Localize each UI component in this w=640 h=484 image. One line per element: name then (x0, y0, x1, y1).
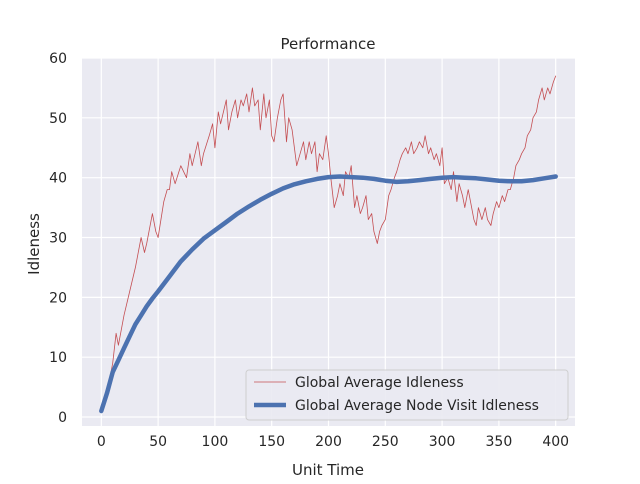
y-tick-label: 20 (49, 290, 67, 306)
x-tick-label: 300 (429, 434, 456, 450)
y-axis-label: Idleness (25, 213, 43, 275)
x-tick-label: 400 (542, 434, 569, 450)
y-tick-label: 60 (49, 51, 67, 67)
x-tick-label: 50 (149, 434, 167, 450)
x-tick-label: 150 (258, 434, 285, 450)
series-line-node-visit-idleness (99, 174, 558, 414)
chart-title: Performance (280, 35, 375, 53)
x-axis-ticks: 0 50 100 150 200 250 300 350 400 (97, 434, 569, 450)
y-tick-label: 30 (49, 231, 67, 247)
series-lines (99, 75, 558, 414)
legend: Global Average Idleness Global Average N… (245, 369, 569, 421)
y-tick-label: 0 (58, 410, 67, 426)
x-tick-label: 200 (315, 434, 342, 450)
legend-label-idleness: Global Average Idleness (295, 375, 464, 391)
legend-box (245, 369, 569, 421)
x-tick-label: 250 (372, 434, 399, 450)
y-tick-label: 40 (49, 171, 67, 187)
x-tick-label: 350 (486, 434, 513, 450)
legend-label-node-visit-idleness: Global Average Node Visit Idleness (295, 398, 539, 414)
y-tick-label: 50 (49, 111, 67, 127)
grid-lines (82, 57, 575, 426)
x-tick-label: 0 (97, 434, 106, 450)
y-axis-ticks: 0 10 20 30 40 50 60 (49, 51, 67, 426)
x-axis-label: Unit Time (292, 461, 364, 479)
y-tick-label: 10 (49, 350, 67, 366)
x-tick-label: 100 (202, 434, 229, 450)
